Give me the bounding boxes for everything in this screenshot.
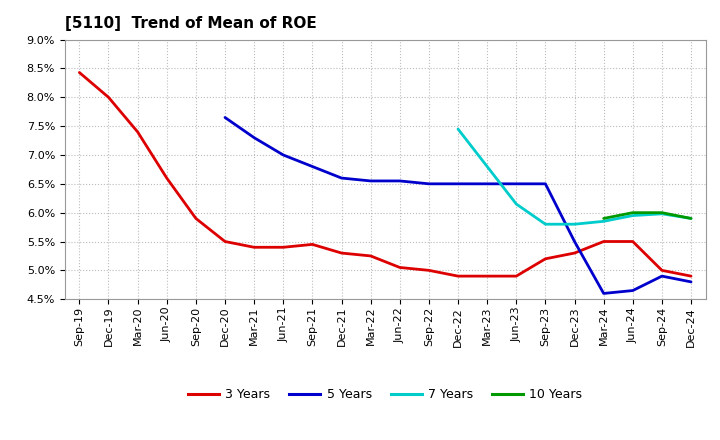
10 Years <box>599 216 608 221</box>
7 Years <box>541 222 550 227</box>
3 Years <box>75 70 84 75</box>
7 Years <box>687 216 696 221</box>
5 Years <box>308 164 317 169</box>
5 Years <box>483 181 492 187</box>
3 Years <box>425 268 433 273</box>
7 Years <box>629 213 637 218</box>
5 Years <box>599 291 608 296</box>
5 Years <box>454 181 462 187</box>
7 Years <box>483 164 492 169</box>
3 Years <box>220 239 229 244</box>
3 Years <box>250 245 258 250</box>
5 Years <box>395 178 404 183</box>
3 Years <box>308 242 317 247</box>
10 Years <box>629 210 637 215</box>
7 Years <box>599 219 608 224</box>
Text: [5110]  Trend of Mean of ROE: [5110] Trend of Mean of ROE <box>65 16 317 32</box>
3 Years <box>192 216 200 221</box>
5 Years <box>541 181 550 187</box>
5 Years <box>425 181 433 187</box>
5 Years <box>250 135 258 140</box>
3 Years <box>483 274 492 279</box>
3 Years <box>279 245 287 250</box>
5 Years <box>279 152 287 158</box>
3 Years <box>163 176 171 181</box>
3 Years <box>337 250 346 256</box>
7 Years <box>570 222 579 227</box>
3 Years <box>395 265 404 270</box>
3 Years <box>570 250 579 256</box>
3 Years <box>629 239 637 244</box>
Line: 7 Years: 7 Years <box>458 129 691 224</box>
5 Years <box>657 274 666 279</box>
3 Years <box>657 268 666 273</box>
3 Years <box>512 274 521 279</box>
Line: 5 Years: 5 Years <box>225 117 691 293</box>
7 Years <box>454 126 462 132</box>
10 Years <box>687 216 696 221</box>
10 Years <box>657 210 666 215</box>
5 Years <box>629 288 637 293</box>
3 Years <box>599 239 608 244</box>
7 Years <box>512 202 521 207</box>
5 Years <box>687 279 696 285</box>
Line: 10 Years: 10 Years <box>603 213 691 218</box>
3 Years <box>104 95 113 100</box>
Line: 3 Years: 3 Years <box>79 73 691 276</box>
5 Years <box>220 115 229 120</box>
5 Years <box>337 176 346 181</box>
5 Years <box>512 181 521 187</box>
7 Years <box>657 211 666 216</box>
5 Years <box>570 239 579 244</box>
5 Years <box>366 178 375 183</box>
Legend: 3 Years, 5 Years, 7 Years, 10 Years: 3 Years, 5 Years, 7 Years, 10 Years <box>183 383 588 406</box>
3 Years <box>541 256 550 261</box>
3 Years <box>133 129 142 135</box>
3 Years <box>454 274 462 279</box>
3 Years <box>366 253 375 259</box>
3 Years <box>687 274 696 279</box>
